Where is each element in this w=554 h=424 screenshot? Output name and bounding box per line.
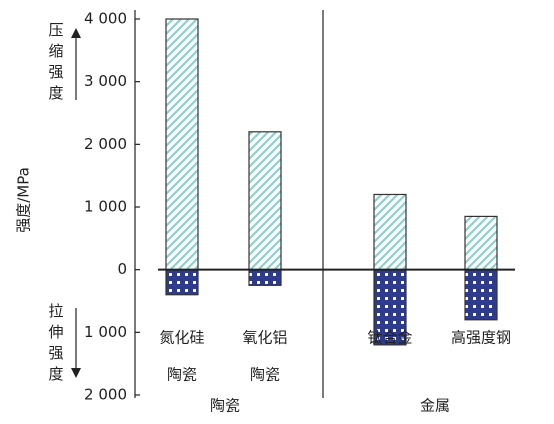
x-tick-label: 氮化硅 <box>159 329 204 347</box>
x-tick-label: 陶瓷 <box>167 366 197 384</box>
bar <box>373 269 407 346</box>
y-tick-label: 3 000 <box>84 72 127 90</box>
group-label: 陶瓷 <box>210 397 240 415</box>
annotation: 拉伸强度 <box>47 303 65 387</box>
group-label: 金属 <box>420 397 450 415</box>
arrow-head <box>71 368 81 378</box>
y-tick-label: 2 000 <box>84 386 127 404</box>
bar <box>248 131 282 271</box>
y-tick-label: 1 000 <box>84 198 127 216</box>
y-tick-label: 1 000 <box>84 323 127 341</box>
y-axis-label: 强度/MPa <box>15 167 33 233</box>
bar <box>248 269 282 286</box>
bar <box>464 269 498 321</box>
x-tick-label: 钛合金 <box>367 329 412 347</box>
bar <box>373 193 407 271</box>
x-tick-label: 陶瓷 <box>250 366 280 384</box>
bar <box>165 18 199 271</box>
annotation: 压缩强度 <box>47 22 65 106</box>
x-tick-label: 氧化铝 <box>242 329 287 347</box>
x-tick-label: 高强度钢 <box>451 329 511 347</box>
y-tick-label: 2 000 <box>84 135 127 153</box>
bar <box>165 269 199 296</box>
y-tick-label: 0 <box>117 260 127 278</box>
bar <box>464 215 498 271</box>
y-tick-label: 4 000 <box>84 10 127 28</box>
arrow-head <box>71 28 81 38</box>
